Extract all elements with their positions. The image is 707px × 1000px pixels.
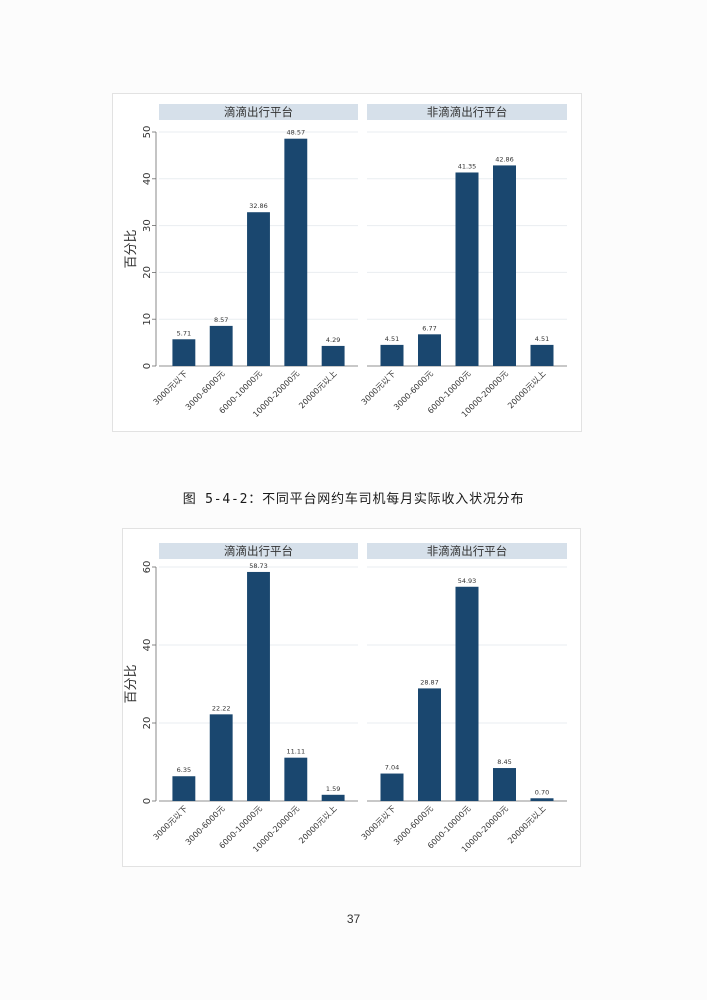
fig2-y-tick-label-0: 0 <box>142 798 153 804</box>
fig1-non-didi-value-label-2: 6.77 <box>422 324 436 332</box>
fig1-didi-value-label-5: 4.29 <box>326 336 340 344</box>
fig2-didi-value-label-1: 6.35 <box>177 766 191 774</box>
fig1-non-didi-category-label-1: 3000元以下 <box>360 369 398 407</box>
fig2-didi-panel-title: 滴滴出行平台 <box>224 544 293 558</box>
fig1-y-tick-label-0: 0 <box>142 363 153 369</box>
fig2-y-axis-label: 百分比 <box>124 664 139 703</box>
fig1-didi-panel-header <box>159 104 358 120</box>
figure-2: 滴滴出行平台 6.35 3000元以下 22.22 3000-6000元 58.73 600… <box>122 528 581 867</box>
fig1-non-didi-bar-4 <box>493 165 516 366</box>
fig2-non-didi-bar-4 <box>493 768 516 801</box>
fig1-didi-panel-title: 滴滴出行平台 <box>224 105 293 119</box>
fig2-didi-bar-2 <box>209 714 233 801</box>
fig1-non-didi-panel-title: 非滴滴出行平台 <box>427 105 508 119</box>
fig2-didi-category-label-1: 3000元以下 <box>152 804 190 842</box>
figure-caption: 图 5-4-2：不同平台网约车司机每月实际收入状况分布 <box>182 492 525 507</box>
fig2-didi-value-label-4: 11.11 <box>287 748 306 756</box>
fig1-y-tick-label-40: 40 <box>142 172 153 185</box>
fig2-non-didi-value-label-5: 0.70 <box>535 788 549 796</box>
fig2-non-didi-category-label-5: 20000元以上 <box>506 804 547 845</box>
page-number: 37 <box>346 912 361 926</box>
fig2-non-didi-bar-1 <box>380 773 404 801</box>
fig1-didi-category-label-5: 20000元以上 <box>297 369 338 410</box>
fig2-didi-value-label-2: 22.22 <box>212 704 231 712</box>
fig2-didi-bar-5 <box>321 794 345 801</box>
fig1-y-tick-label-10: 10 <box>142 313 153 326</box>
fig1-didi-value-label-2: 8.57 <box>214 316 228 324</box>
figure-1-chart: 滴滴出行平台5.713000元以下8.573000-6000元32.866000… <box>124 104 567 419</box>
fig2-non-didi-value-label-4: 8.45 <box>497 758 511 766</box>
fig2-didi-bar-3 <box>247 571 270 801</box>
fig1-didi-bar-2 <box>209 325 233 366</box>
fig1-non-didi-value-label-5: 4.51 <box>535 335 549 343</box>
fig1-y-axis-label: 百分比 <box>124 229 139 268</box>
fig2-non-didi-value-label-1: 7.04 <box>385 764 399 772</box>
fig2-y-tick-label-20: 20 <box>142 717 153 730</box>
fig1-y-tick-label-30: 30 <box>142 219 153 232</box>
fig1-didi-value-label-1: 5.71 <box>177 329 191 337</box>
fig2-y-tick-label-40: 40 <box>142 639 153 652</box>
fig1-y-tick-label-50: 50 <box>142 126 153 139</box>
fig1-non-didi-category-label-5: 20000元以上 <box>506 369 547 410</box>
fig2-non-didi-panel-header <box>367 543 567 559</box>
fig1-didi-value-label-3: 32.86 <box>249 202 268 210</box>
fig2-non-didi-value-label-2: 28.87 <box>420 678 439 686</box>
fig1-didi-bar-3 <box>247 212 270 366</box>
fig1-y-tick-label-20: 20 <box>142 266 153 279</box>
fig2-non-didi-value-label-3: 54.93 <box>458 577 477 585</box>
fig1-didi-bar-1 <box>172 339 196 366</box>
fig2-non-didi-bar-2 <box>418 688 441 801</box>
fig1-non-didi-value-label-3: 41.35 <box>458 162 477 170</box>
fig1-non-didi-bar-5 <box>530 344 554 366</box>
fig1-didi-value-label-4: 48.57 <box>287 129 306 137</box>
fig2-non-didi-panel-title: 非滴滴出行平台 <box>427 544 508 558</box>
fig1-non-didi-panel-header <box>367 104 567 120</box>
fig2-didi-value-label-5: 1.59 <box>326 785 340 793</box>
fig2-didi-bar-1 <box>172 776 196 801</box>
fig2-non-didi-bar-5 <box>530 798 554 801</box>
fig1-didi-bar-5 <box>321 345 345 366</box>
fig1-non-didi-bar-2 <box>418 334 441 366</box>
fig1-non-didi-bar-1 <box>380 344 404 366</box>
fig2-didi-bar-4 <box>284 757 308 801</box>
fig2-didi-category-label-5: 20000元以上 <box>297 804 338 845</box>
fig1-non-didi-bar-3 <box>455 172 479 366</box>
fig1-didi-bar-4 <box>284 138 308 366</box>
fig2-non-didi-category-label-1: 3000元以下 <box>360 804 398 842</box>
figure-1: 滴滴出行平台 5.71 3000元以下 8.57 3000-6000元 32.86 6000… <box>112 93 582 432</box>
fig1-non-didi-value-label-1: 4.51 <box>385 335 399 343</box>
figure-2-chart: 滴滴出行平台6.353000元以下22.223000-6000元58.73600… <box>124 543 567 854</box>
fig2-y-tick-label-60: 60 <box>142 561 153 574</box>
fig2-didi-value-label-3: 58.73 <box>249 562 268 570</box>
fig2-non-didi-bar-3 <box>455 586 479 801</box>
fig1-didi-category-label-1: 3000元以下 <box>152 369 190 407</box>
fig2-didi-panel-header <box>159 543 358 559</box>
fig1-non-didi-value-label-4: 42.86 <box>495 155 514 163</box>
